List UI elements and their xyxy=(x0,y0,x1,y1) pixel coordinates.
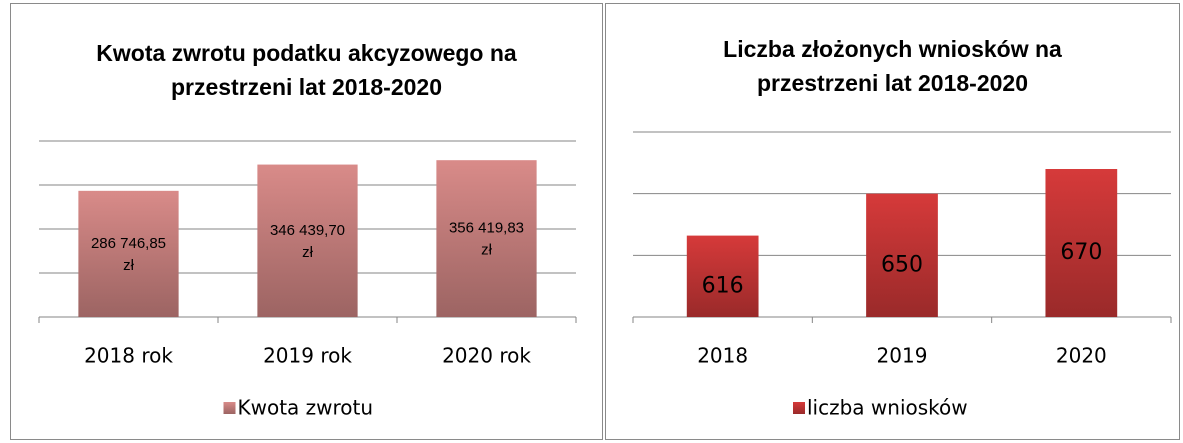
value-label-line: zł xyxy=(123,257,135,274)
chart: 2018 2019 2020 616 650 670 liczba wniosków xyxy=(632,131,1172,420)
value-label: 650 xyxy=(881,252,923,277)
bar xyxy=(436,160,537,317)
value-label-line: zł xyxy=(481,242,493,259)
bar xyxy=(257,164,358,317)
value-label: 356 419,83 zł xyxy=(449,220,524,259)
x-tick-label: 2018 xyxy=(697,344,748,368)
bar xyxy=(1045,169,1118,317)
legend-label: Kwota zwrotu xyxy=(238,396,374,420)
value-label-line: 356 419,83 xyxy=(449,220,524,237)
chart-title: Liczba złożonych wniosków na przestrzeni… xyxy=(723,36,1062,96)
value-label-line: 346 439,70 xyxy=(270,222,345,239)
x-tick-label: 2020 xyxy=(1056,344,1107,368)
legend-swatch xyxy=(223,402,236,414)
bar xyxy=(78,190,179,317)
x-tick-label: 2019 rok xyxy=(263,344,352,368)
bar xyxy=(686,235,759,317)
value-label-line: zł xyxy=(302,244,314,261)
legend-label: liczba wniosków xyxy=(807,396,968,420)
value-label: 670 xyxy=(1060,240,1102,265)
chart-title: Kwota zwrotu podatku akcyzowego na przes… xyxy=(96,40,517,100)
chart-panel: Liczba złożonych wniosków na przestrzeni… xyxy=(605,3,1180,440)
x-tick-label: 2019 xyxy=(877,344,928,368)
chart-panel: Kwota zwrotu podatku akcyzowego na przes… xyxy=(10,3,603,440)
bar xyxy=(866,193,938,317)
x-tick-label: 2018 rok xyxy=(84,344,173,368)
value-label: 616 xyxy=(702,273,744,298)
legend-swatch xyxy=(793,402,805,414)
value-label: 286 746,85 zł xyxy=(91,235,166,274)
x-tick-label: 2020 rok xyxy=(442,344,531,368)
value-label-line: 286 746,85 xyxy=(91,235,166,252)
value-label: 346 439,70 zł xyxy=(270,222,345,261)
